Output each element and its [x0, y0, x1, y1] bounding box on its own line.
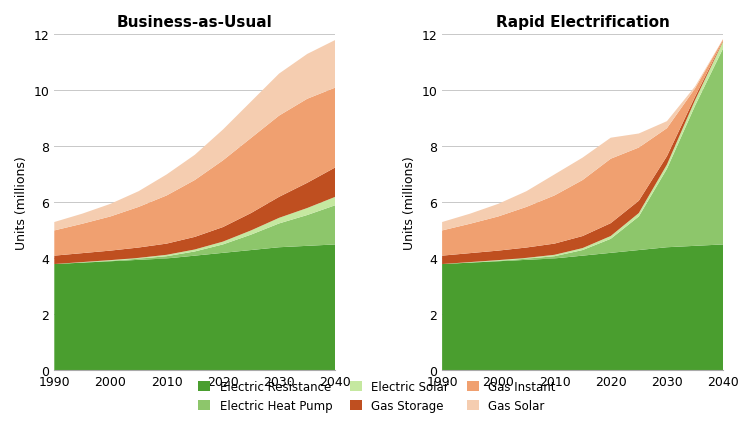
Legend: Electric Resistance, Electric Heat Pump, Electric Solar, Gas Storage, Gas Instan: Electric Resistance, Electric Heat Pump,…	[195, 377, 559, 416]
Title: Business-as-Usual: Business-as-Usual	[117, 15, 273, 30]
Y-axis label: Units (millions): Units (millions)	[403, 156, 415, 250]
Y-axis label: Units (millions): Units (millions)	[15, 156, 28, 250]
Title: Rapid Electrification: Rapid Electrification	[495, 15, 670, 30]
